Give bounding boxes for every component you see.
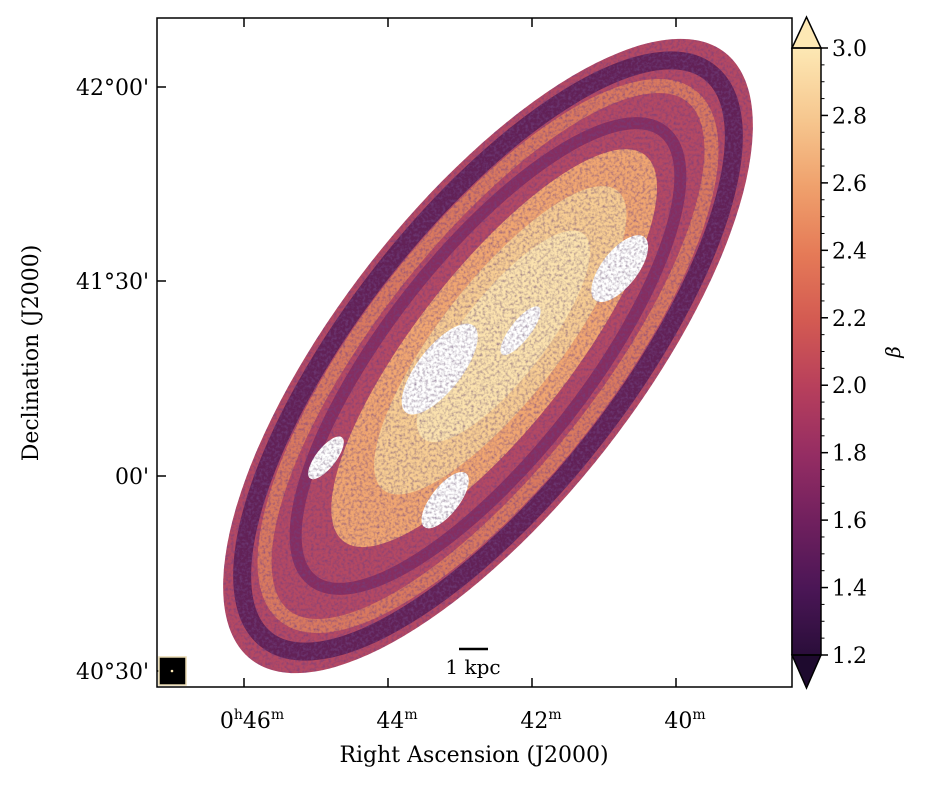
beam-marker [158,656,187,686]
colorbar-tick-label: 1.8 [832,442,867,467]
x-tick-label-42: 42m [520,707,561,734]
y-tick-label-42-00: 42°00' [76,76,149,101]
colorbar-tick-label: 2.4 [832,239,867,264]
colorbar-fill [792,48,821,655]
y-tick-label-00: 00' [115,465,149,490]
x-tick-label-40: 40m [664,707,705,734]
y-tick-label-41-30: 41°30' [76,270,149,295]
y-tick-label-40-30: 40°30' [76,660,149,685]
colorbar-tick-label: 1.6 [832,509,867,534]
colorbar-tick-label: 2.8 [832,104,867,129]
colorbar-ticks: 1.2 1.4 1.6 1.8 2.0 2.2 2.4 2.6 2.8 3.0 [821,37,867,669]
y-tick-marks [157,86,166,672]
scale-bar-label: 1 kpc [445,655,500,679]
colorbar-tick-label: 2.0 [832,374,867,399]
colorbar-tick-label: 2.2 [832,307,867,332]
x-tick-label-46: 0h46m [220,707,284,734]
x-axis-title: Right Ascension (J2000) [339,743,608,768]
colorbar-extend-bottom [790,654,823,690]
colorbar [790,15,823,690]
colorbar-tick-label: 3.0 [832,37,867,62]
colorbar-label: β [881,346,905,359]
colorbar-extend-top [790,15,823,49]
y-axis-title: Declination (J2000) [19,245,44,462]
colorbar-tick-label: 1.2 [832,644,867,669]
colorbar-tick-label: 2.6 [832,172,867,197]
x-tick-marks [243,18,677,687]
x-tick-label-44: 44m [376,707,417,734]
colorbar-tick-label: 1.4 [832,577,867,602]
galaxy-map [223,38,753,674]
